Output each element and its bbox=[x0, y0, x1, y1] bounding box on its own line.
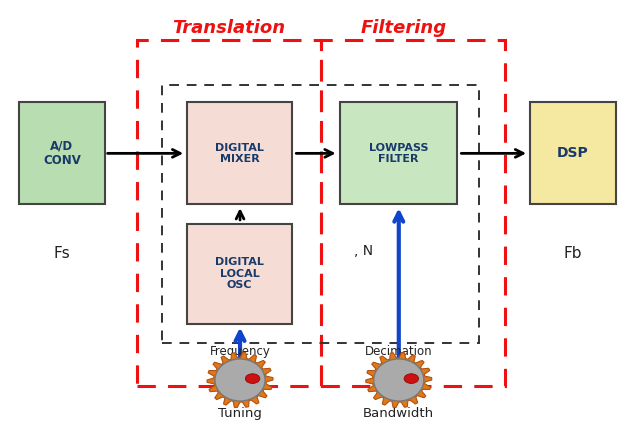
Circle shape bbox=[404, 374, 418, 383]
Text: , N: , N bbox=[354, 245, 373, 258]
Text: Tuning: Tuning bbox=[218, 407, 262, 420]
Bar bbox=[530, 102, 616, 204]
Bar bbox=[19, 102, 105, 204]
Ellipse shape bbox=[215, 359, 265, 401]
Bar bbox=[162, 85, 479, 343]
Circle shape bbox=[245, 374, 260, 383]
Text: Bandwidth: Bandwidth bbox=[363, 407, 434, 420]
Text: Fs: Fs bbox=[54, 246, 70, 261]
Text: A/D
CONV: A/D CONV bbox=[43, 139, 81, 167]
Ellipse shape bbox=[373, 359, 424, 401]
Bar bbox=[187, 224, 292, 324]
Text: LOWPASS
FILTER: LOWPASS FILTER bbox=[369, 143, 428, 164]
Text: DIGITAL
LOCAL
OSC: DIGITAL LOCAL OSC bbox=[215, 257, 264, 290]
Text: DSP: DSP bbox=[558, 147, 589, 160]
Bar bbox=[187, 102, 292, 204]
Text: DIGITAL
MIXER: DIGITAL MIXER bbox=[215, 143, 264, 164]
Text: Fb: Fb bbox=[563, 246, 582, 261]
Polygon shape bbox=[207, 352, 273, 408]
Bar bbox=[340, 102, 457, 204]
Bar bbox=[137, 40, 321, 386]
Polygon shape bbox=[366, 352, 432, 408]
Text: Decimation: Decimation bbox=[365, 345, 432, 358]
Bar bbox=[321, 40, 505, 386]
Text: Frequency: Frequency bbox=[210, 345, 271, 358]
Text: Translation: Translation bbox=[172, 19, 285, 37]
Text: Filtering: Filtering bbox=[360, 19, 446, 37]
